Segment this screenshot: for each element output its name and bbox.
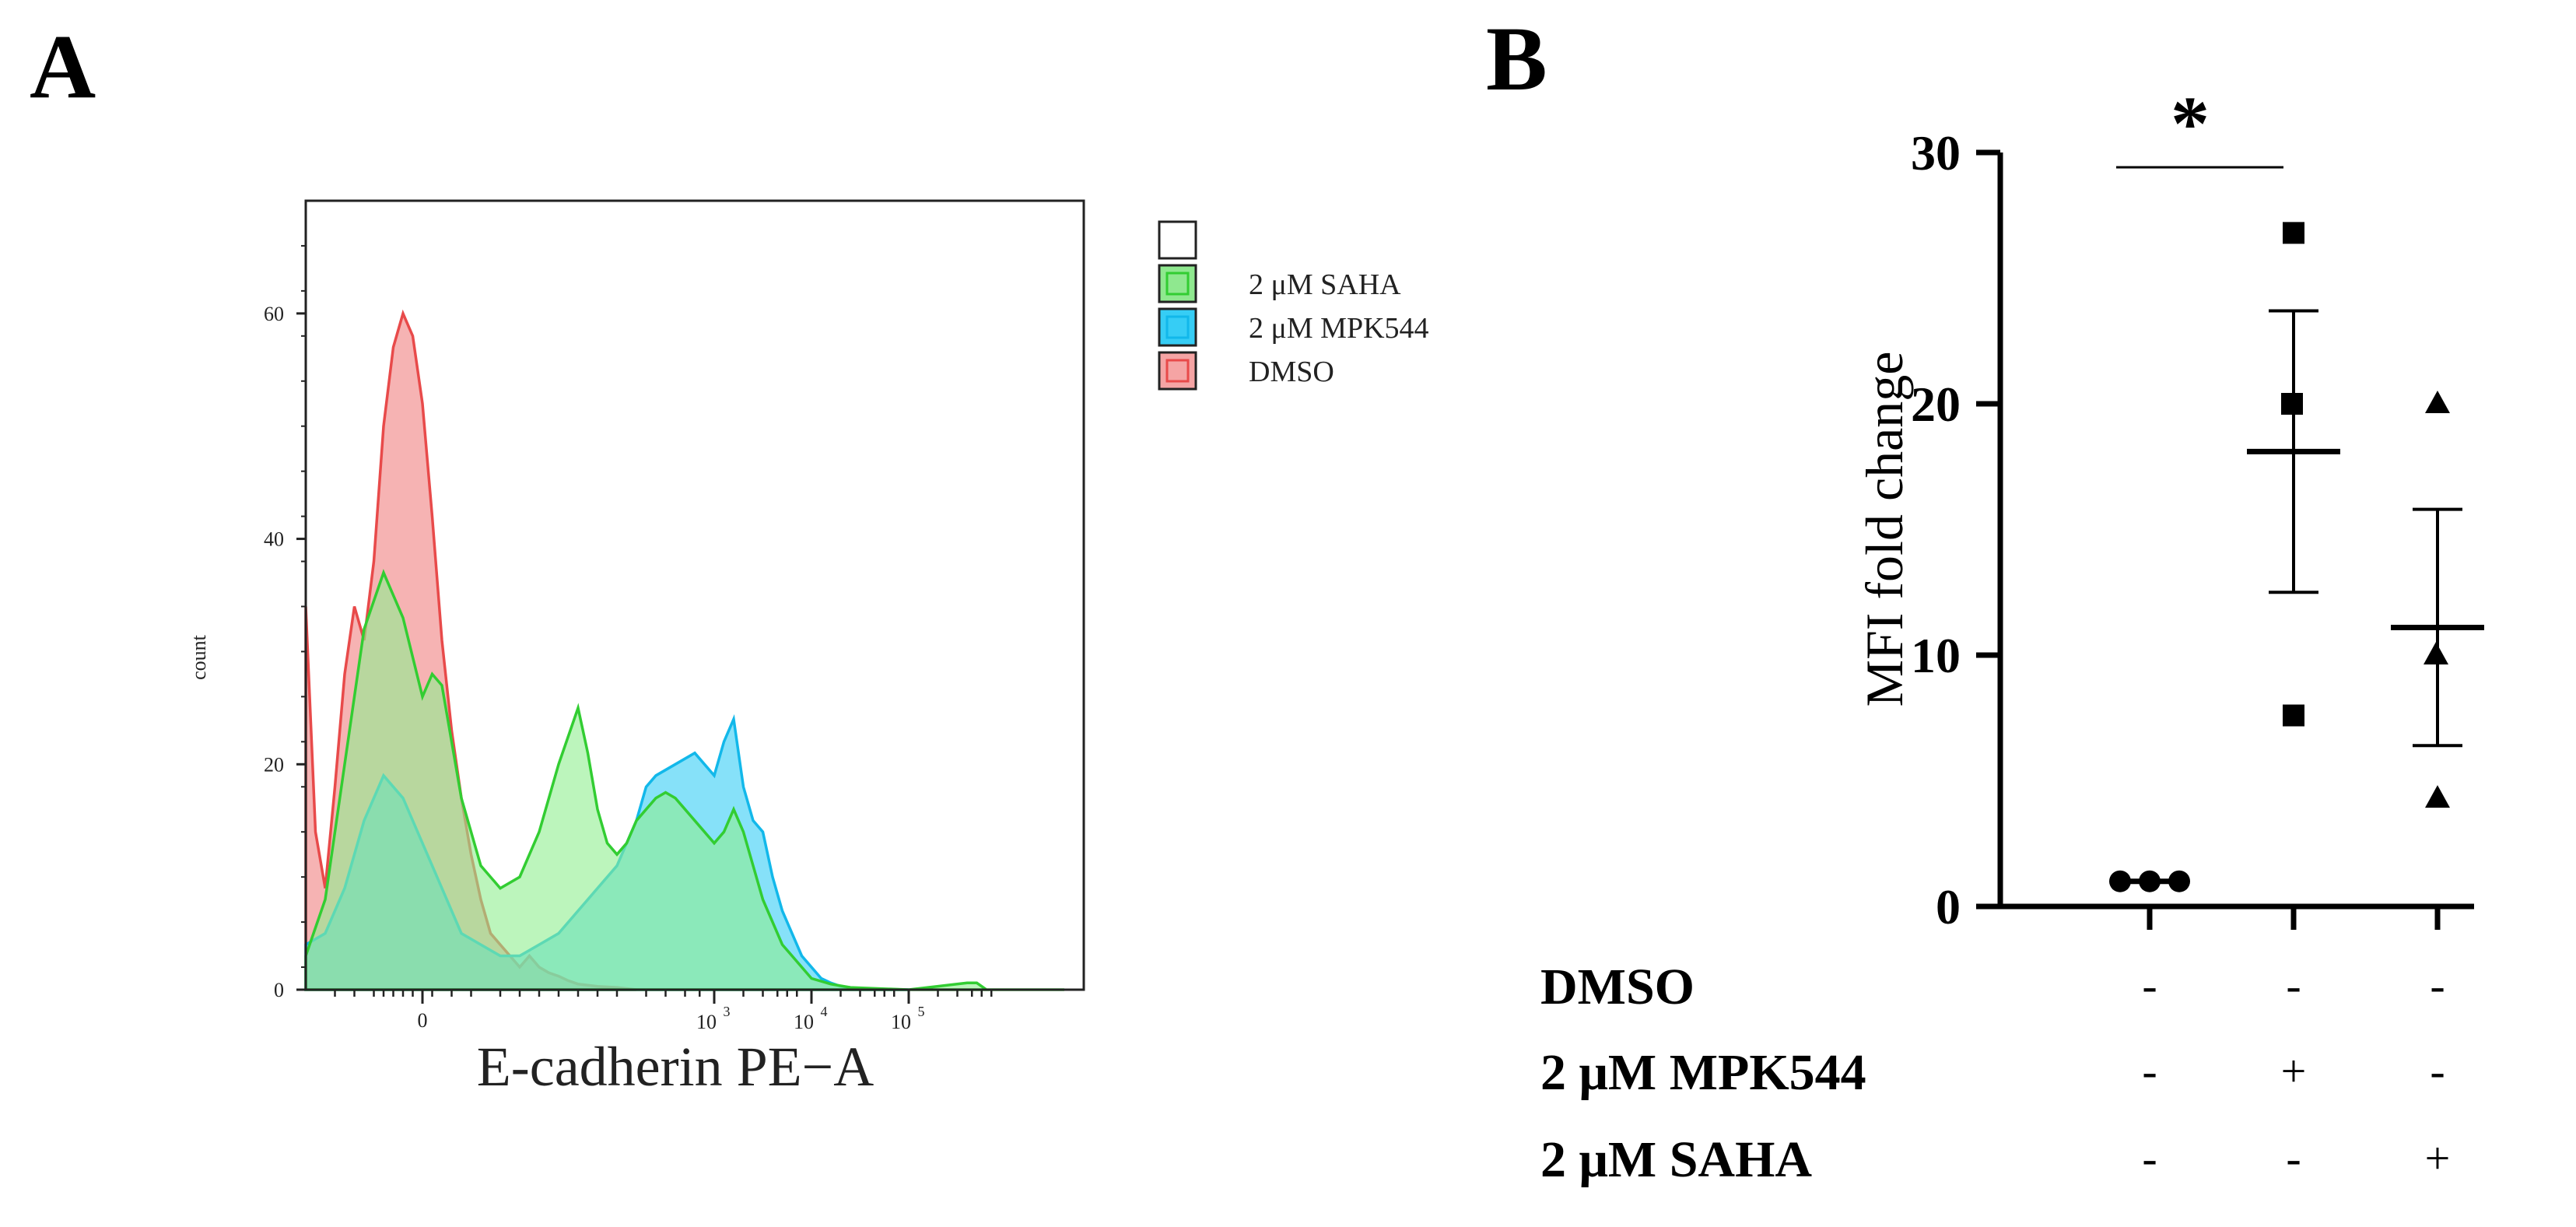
scatter-point bbox=[2425, 785, 2450, 808]
histogram-areas bbox=[304, 309, 1064, 991]
panel-label-a: A bbox=[30, 16, 96, 117]
legend-swatch-mpk544-inner bbox=[1165, 315, 1190, 339]
condition-label: DMSO bbox=[1540, 959, 1695, 1015]
condition-sign: - bbox=[2142, 960, 2157, 1011]
scatter-point bbox=[2283, 222, 2304, 244]
scatter-x-axis bbox=[2147, 906, 2441, 930]
legend-swatch-mpk544 bbox=[1158, 307, 1197, 347]
histogram-x-label: E-cadherin PE−A bbox=[477, 1036, 874, 1098]
condition-sign: - bbox=[2430, 1046, 2445, 1096]
scatter-y-tick-label: 30 bbox=[1911, 125, 1961, 181]
panel-label-b: B bbox=[1486, 8, 1547, 110]
histogram-x-tick-label: 10 bbox=[794, 1011, 814, 1033]
histogram-y-tick-label: 40 bbox=[264, 528, 284, 551]
legend-label-mpk544: 2 μM MPK544 bbox=[1249, 312, 1429, 345]
condition-table: DMSO - - - 2 μM MPK544 - + - 2 μM SAHA - - + bbox=[1540, 959, 2450, 1188]
significance-asterisk: * bbox=[2171, 80, 2210, 167]
scatter-panel: 0 10 20 30 MFI fold change * DMSO - - - 2 μM MP… bbox=[1540, 80, 2484, 1188]
legend-swatch-dmso-inner bbox=[1165, 359, 1190, 383]
legend-label-saha: 2 μM SAHA bbox=[1249, 268, 1401, 301]
histogram-x-axis: 0 10 3 10 4 10 5 bbox=[334, 990, 993, 1033]
condition-sign: - bbox=[2142, 1133, 2157, 1183]
legend-swatch-saha bbox=[1158, 264, 1197, 303]
legend-swatch-dmso bbox=[1158, 351, 1197, 391]
histogram-y-tick-label: 20 bbox=[264, 753, 284, 776]
condition-sign: + bbox=[2281, 1046, 2307, 1096]
condition-sign: - bbox=[2286, 960, 2301, 1011]
scatter-group-1 bbox=[2247, 222, 2340, 727]
condition-label: 2 μM MPK544 bbox=[1540, 1044, 1866, 1101]
legend-swatch-saha-inner bbox=[1165, 272, 1190, 296]
condition-sign: - bbox=[2430, 960, 2445, 1011]
histogram-panel: 0 20 40 60 0 10 3 10 4 10 5 count E-cadherin PE−A… bbox=[188, 199, 1429, 1098]
histogram-x-tick-label: 0 bbox=[418, 1009, 428, 1032]
histogram-y-tick-label: 0 bbox=[274, 979, 284, 1001]
condition-sign: - bbox=[2286, 1133, 2301, 1183]
histogram-legend: 2 μM SAHA 2 μM MPK544 DMSO bbox=[1158, 220, 1429, 391]
scatter-y-tick-label: 20 bbox=[1911, 377, 1961, 432]
legend-label-dmso: DMSO bbox=[1249, 356, 1334, 388]
scatter-point bbox=[2425, 391, 2450, 413]
histogram-y-axis: 0 20 40 60 bbox=[264, 244, 306, 1001]
condition-label: 2 μM SAHA bbox=[1540, 1131, 1812, 1188]
histogram-area-2 bbox=[304, 569, 1064, 991]
scatter-y-axis: 0 10 20 30 bbox=[1911, 125, 2000, 934]
histogram-plot-frame bbox=[304, 199, 1085, 991]
scatter-group-0 bbox=[2109, 870, 2190, 892]
scatter-y-tick-label: 10 bbox=[1911, 628, 1961, 683]
histogram-x-tick-label: 10 bbox=[891, 1011, 911, 1033]
scatter-point bbox=[2283, 704, 2304, 727]
condition-sign: + bbox=[2425, 1133, 2451, 1183]
scatter-y-label: MFI fold change bbox=[1855, 351, 1914, 706]
histogram-y-label: count bbox=[188, 634, 210, 680]
histogram-x-tick-exponent: 4 bbox=[821, 1004, 828, 1019]
condition-sign: - bbox=[2142, 1046, 2157, 1096]
histogram-x-tick-exponent: 3 bbox=[724, 1004, 731, 1019]
scatter-groups bbox=[2109, 222, 2484, 892]
legend-swatch-0 bbox=[1158, 220, 1197, 260]
scatter-group-2 bbox=[2391, 391, 2484, 808]
histogram-y-tick-label: 60 bbox=[264, 303, 284, 325]
scatter-y-tick-label: 0 bbox=[1936, 879, 1961, 934]
histogram-x-tick-exponent: 5 bbox=[918, 1004, 925, 1019]
histogram-x-tick-label: 10 bbox=[696, 1011, 717, 1033]
